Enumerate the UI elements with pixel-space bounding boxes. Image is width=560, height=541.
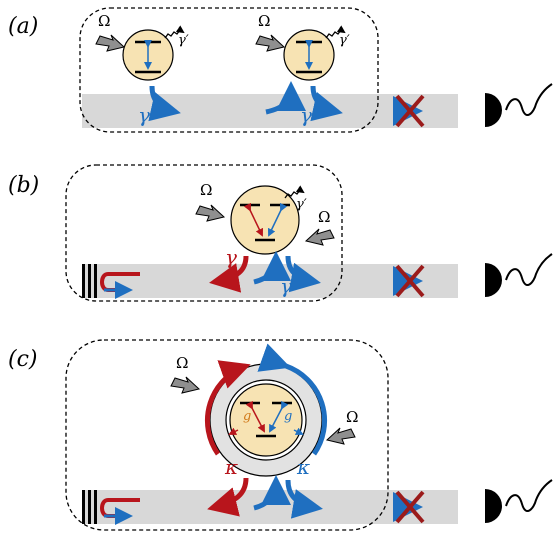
red-kappa-arrow xyxy=(207,477,249,517)
drive-arrow-icon xyxy=(255,34,286,52)
panel-b-label: (b) xyxy=(8,173,39,198)
transition-arrow-blue xyxy=(269,400,289,433)
incoming-arrow xyxy=(253,251,291,285)
drive-arrow-icon xyxy=(95,34,126,52)
transition-arrow-red xyxy=(243,202,264,237)
cavity-box-c xyxy=(65,339,389,531)
drive-arrow-icon xyxy=(304,228,335,246)
wavy-loss-arrow-icon xyxy=(284,185,305,199)
panel-c-label: (c) xyxy=(8,347,38,372)
panel-c: (c) g g xyxy=(8,339,553,531)
reflection-arrows xyxy=(100,498,140,525)
loss-symbol: γ′ xyxy=(296,197,307,212)
loss-symbol: γ′ xyxy=(339,33,350,48)
mirror-icon xyxy=(82,490,97,524)
blue-decay-symbol: γ xyxy=(280,274,292,298)
drive-arrow-icon xyxy=(170,376,201,394)
atom-circle xyxy=(230,185,300,255)
detector-icon xyxy=(485,253,553,297)
atom-a2: Ω γ′ γ xyxy=(255,12,350,127)
blue-kappa-arrow xyxy=(285,479,323,519)
wavy-loss-arrow-icon xyxy=(164,25,185,39)
drive-symbol: Ω xyxy=(98,12,110,30)
loss-symbol: γ′ xyxy=(178,33,189,48)
blue-kappa-symbol: κ xyxy=(296,455,310,479)
decay-symbol: γ xyxy=(138,103,150,127)
decay-arrow xyxy=(310,85,343,122)
coupling-symbol-blue: g xyxy=(284,409,292,424)
red-decay-symbol: γ xyxy=(225,245,237,269)
cavity-box-a xyxy=(79,7,379,133)
drive-symbol: Ω xyxy=(318,208,330,226)
transition-arrow-blue xyxy=(267,202,288,237)
transition-arrow-red xyxy=(245,400,265,433)
mirror-icon xyxy=(82,264,97,298)
cross-icon xyxy=(395,94,425,128)
ring-red-circulation xyxy=(204,360,251,456)
drive-arrow-icon xyxy=(195,204,226,222)
drive-symbol: Ω xyxy=(176,354,188,372)
panel-a: (a) Ω γ′ γ Ω γ′ γ xyxy=(8,7,553,133)
atom-c: g g xyxy=(228,383,304,457)
incoming-arrow xyxy=(253,475,291,511)
drive-symbol: Ω xyxy=(200,181,212,199)
cross-icon xyxy=(395,490,425,524)
atom-b: Ω Ω γ′ γ γ xyxy=(195,181,335,298)
detector-icon xyxy=(485,479,553,523)
drive-arrow-icon xyxy=(325,427,356,445)
reflection-arrows xyxy=(100,272,140,299)
cavity-box-b xyxy=(65,164,343,302)
decay-symbol: γ xyxy=(300,103,312,127)
panel-b: (b) Ω Ω γ′ γ xyxy=(8,164,553,302)
detector-icon xyxy=(485,83,553,127)
red-kappa-symbol: κ xyxy=(224,455,238,479)
drive-symbol: Ω xyxy=(346,408,358,426)
blue-decay-arrow xyxy=(285,255,321,293)
cross-icon xyxy=(395,264,425,298)
drive-symbol: Ω xyxy=(258,12,270,30)
coupling-symbol-red: g xyxy=(243,409,251,424)
panel-a-label: (a) xyxy=(8,14,38,39)
atom-a1: Ω γ′ γ xyxy=(95,12,189,127)
incoming-arrow xyxy=(265,81,306,115)
wavy-loss-arrow-icon xyxy=(325,25,346,39)
decay-arrow xyxy=(148,85,181,122)
ring-blue-circulation xyxy=(257,343,328,456)
coupling-arrow-blue xyxy=(293,427,304,435)
red-decay-arrow xyxy=(209,255,249,293)
coupling-arrow-red xyxy=(228,427,239,435)
